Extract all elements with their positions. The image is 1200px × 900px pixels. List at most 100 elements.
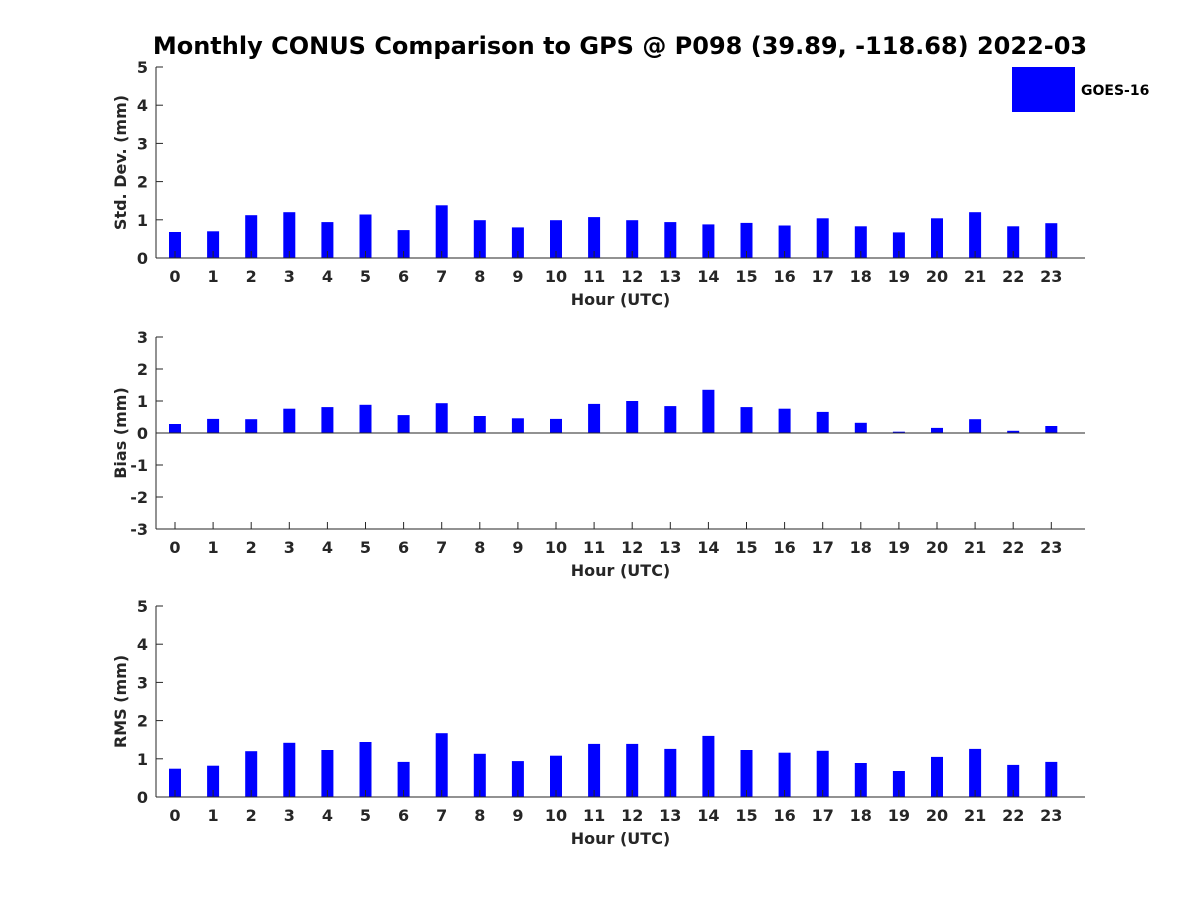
y-tick-label: -3 — [130, 520, 148, 539]
bar-hour-23 — [1045, 223, 1058, 258]
x-tick-label: 17 — [812, 538, 834, 557]
x-tick-label: 5 — [360, 267, 371, 286]
bar-hour-9 — [511, 761, 524, 797]
bar-hour-0 — [169, 232, 181, 258]
bar-hour-13 — [664, 748, 677, 797]
bar-hour-3 — [283, 742, 296, 797]
x-tick-label: 1 — [208, 538, 219, 557]
bar-hour-21 — [969, 419, 982, 433]
x-tick-label: 10 — [545, 538, 567, 557]
x-tick-label: 14 — [697, 806, 719, 825]
bar-hour-10 — [550, 220, 562, 258]
bar-hour-5 — [359, 404, 372, 433]
bar-hour-12 — [626, 220, 639, 258]
bar-hour-12 — [626, 743, 639, 797]
bar-hour-11 — [588, 217, 601, 258]
x-tick-label: 2 — [246, 538, 257, 557]
y-axis-label: RMS (mm) — [111, 655, 130, 748]
x-tick-label: 13 — [659, 806, 681, 825]
x-tick-label: 8 — [474, 806, 485, 825]
bar-hour-12 — [626, 401, 639, 433]
bar-hour-9 — [511, 227, 524, 258]
bar-hour-21 — [969, 212, 982, 258]
bar-hour-7 — [435, 403, 448, 433]
x-tick-label: 4 — [322, 267, 333, 286]
x-tick-label: 9 — [512, 538, 523, 557]
x-tick-label: 7 — [436, 538, 447, 557]
x-tick-label: 7 — [436, 806, 447, 825]
x-tick-label: 6 — [398, 267, 409, 286]
bar-hour-1 — [207, 231, 220, 258]
bar-hour-5 — [359, 214, 372, 258]
y-tick-label: 3 — [137, 134, 148, 153]
bar-hour-2 — [245, 419, 258, 433]
x-tick-label: 23 — [1040, 806, 1062, 825]
x-tick-label: 11 — [583, 267, 605, 286]
y-tick-label: 0 — [137, 249, 148, 268]
bar-hour-22 — [1007, 764, 1020, 797]
x-tick-label: 6 — [398, 806, 409, 825]
x-axis-label: Hour (UTC) — [571, 290, 671, 309]
x-tick-label: 1 — [208, 267, 219, 286]
bar-hour-20 — [931, 756, 943, 797]
bar-hour-23 — [1045, 761, 1058, 797]
x-tick-label: 9 — [512, 267, 523, 286]
x-tick-label: 21 — [964, 538, 986, 557]
bar-hour-23 — [1045, 426, 1058, 433]
x-tick-label: 8 — [474, 538, 485, 557]
bar-hour-2 — [245, 215, 258, 258]
x-tick-label: 11 — [583, 806, 605, 825]
bar-hour-20 — [931, 427, 943, 433]
bar-hour-5 — [359, 742, 372, 797]
bar-hour-2 — [245, 751, 258, 797]
x-tick-label: 20 — [926, 538, 948, 557]
y-axis-label: Bias (mm) — [111, 387, 130, 479]
legend: GOES-16 — [1012, 67, 1149, 112]
bar-hour-14 — [702, 735, 715, 797]
x-tick-label: 18 — [850, 806, 872, 825]
x-tick-label: 3 — [284, 538, 295, 557]
y-tick-label: 5 — [137, 597, 148, 616]
bar-hour-17 — [816, 750, 829, 797]
x-tick-label: 20 — [926, 267, 948, 286]
x-tick-label: 2 — [246, 267, 257, 286]
bar-hour-14 — [702, 224, 715, 258]
x-tick-label: 18 — [850, 267, 872, 286]
bar-hour-19 — [892, 771, 905, 797]
x-tick-label: 12 — [621, 538, 643, 557]
y-tick-label: 0 — [137, 788, 148, 807]
x-tick-label: 12 — [621, 806, 643, 825]
legend-swatch — [1012, 67, 1075, 112]
y-tick-label: 3 — [137, 673, 148, 692]
bar-hour-7 — [435, 733, 448, 797]
bar-hour-10 — [550, 418, 562, 433]
x-tick-label: 9 — [512, 806, 523, 825]
y-tick-label: 2 — [137, 173, 148, 192]
x-tick-label: 19 — [888, 538, 910, 557]
bar-hour-18 — [854, 422, 867, 433]
x-tick-label: 13 — [659, 538, 681, 557]
x-tick-label: 17 — [812, 267, 834, 286]
bar-hour-16 — [778, 752, 791, 797]
bar-hour-16 — [778, 225, 791, 258]
y-tick-label: 0 — [137, 424, 148, 443]
bar-hour-15 — [740, 222, 753, 258]
y-tick-label: 5 — [137, 58, 148, 77]
x-tick-label: 14 — [697, 538, 719, 557]
bar-hour-15 — [740, 407, 753, 433]
x-tick-label: 13 — [659, 267, 681, 286]
bar-hour-9 — [511, 418, 524, 433]
bar-hour-0 — [169, 768, 181, 797]
x-tick-label: 4 — [322, 806, 333, 825]
x-tick-label: 3 — [284, 267, 295, 286]
chart-title: Monthly CONUS Comparison to GPS @ P098 (… — [153, 32, 1087, 60]
x-tick-label: 15 — [735, 806, 757, 825]
bar-hour-11 — [588, 743, 601, 797]
x-tick-label: 1 — [208, 806, 219, 825]
y-axis-label: Std. Dev. (mm) — [111, 95, 130, 230]
y-tick-label: 1 — [137, 392, 148, 411]
